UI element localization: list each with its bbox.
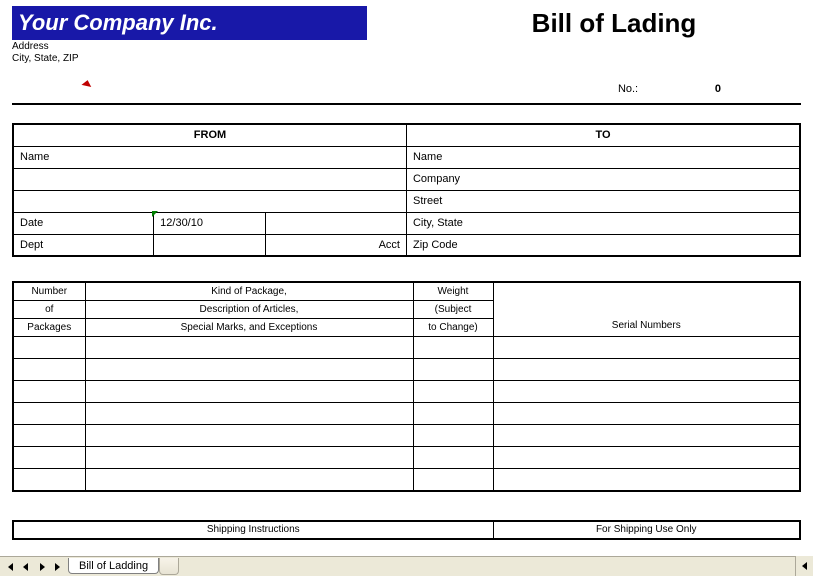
table-cell[interactable] (13, 337, 85, 359)
items-table: Number Kind of Package, Weight Serial Nu… (12, 281, 801, 492)
to-name-label: Name (406, 146, 800, 168)
table-cell[interactable] (493, 469, 800, 491)
table-cell[interactable] (493, 337, 800, 359)
sheet-tab-bar: Bill of Ladding (0, 556, 813, 576)
table-cell[interactable] (85, 469, 413, 491)
to-zip-label: Zip Code (406, 234, 800, 256)
table-row[interactable] (13, 381, 800, 403)
col-wt-l3: to Change) (413, 319, 493, 337)
sheet-tab-active[interactable]: Bill of Ladding (68, 558, 159, 574)
col-num-l1: Number (13, 282, 85, 301)
table-row[interactable] (13, 469, 800, 491)
table-cell[interactable] (13, 359, 85, 381)
table-cell[interactable] (493, 447, 800, 469)
from-blank-2[interactable] (13, 190, 406, 212)
from-dept-value[interactable] (154, 234, 266, 256)
table-cell[interactable] (13, 447, 85, 469)
table-cell[interactable] (13, 381, 85, 403)
table-row[interactable] (13, 359, 800, 381)
col-num-l2: of (13, 301, 85, 319)
col-kind-l1: Kind of Package, (85, 282, 413, 301)
nav-next-icon[interactable] (34, 559, 50, 575)
nav-last-icon[interactable] (50, 559, 66, 575)
table-cell[interactable] (493, 425, 800, 447)
table-cell[interactable] (493, 403, 800, 425)
to-street-label: Street (406, 190, 800, 212)
table-cell[interactable] (413, 469, 493, 491)
table-row[interactable] (13, 337, 800, 359)
table-cell[interactable] (13, 425, 85, 447)
from-date-blank[interactable] (266, 212, 407, 234)
table-cell[interactable] (493, 359, 800, 381)
table-cell[interactable] (85, 425, 413, 447)
table-cell[interactable] (85, 381, 413, 403)
col-num-l3: Packages (13, 319, 85, 337)
from-date-label: Date (13, 212, 154, 234)
table-cell[interactable] (413, 381, 493, 403)
table-cell[interactable] (413, 403, 493, 425)
table-cell[interactable] (413, 337, 493, 359)
shipping-use-only-header: For Shipping Use Only (493, 521, 800, 539)
to-header: TO (406, 124, 800, 146)
from-to-table: FROM TO Name Name Company Street Date 12… (12, 123, 801, 257)
table-row[interactable] (13, 425, 800, 447)
col-wt-l2: (Subject (413, 301, 493, 319)
table-cell[interactable] (85, 447, 413, 469)
to-citystate-label: City, State (406, 212, 800, 234)
table-cell[interactable] (413, 359, 493, 381)
from-name-label: Name (13, 146, 406, 168)
table-cell[interactable] (13, 403, 85, 425)
from-header: FROM (13, 124, 406, 146)
col-serial: Serial Numbers (493, 282, 800, 337)
address-line-1: Address (12, 41, 801, 53)
shipping-instructions-header: Shipping Instructions (13, 521, 493, 539)
table-cell[interactable] (13, 469, 85, 491)
from-blank-1[interactable] (13, 168, 406, 190)
no-value: 0 (661, 83, 721, 95)
sheet-tab-new[interactable] (159, 558, 179, 575)
table-cell[interactable] (85, 337, 413, 359)
no-label: No.: (618, 83, 658, 95)
col-kind-l3: Special Marks, and Exceptions (85, 319, 413, 337)
nav-prev-icon[interactable] (18, 559, 34, 575)
table-cell[interactable] (85, 403, 413, 425)
table-cell[interactable] (493, 381, 800, 403)
col-kind-l2: Description of Articles, (85, 301, 413, 319)
document-title: Bill of Lading (367, 6, 801, 39)
table-cell[interactable] (413, 425, 493, 447)
table-cell[interactable] (413, 447, 493, 469)
from-dept-label: Dept (13, 234, 154, 256)
divider (12, 103, 801, 105)
company-name: Your Company Inc. (12, 6, 367, 40)
col-wt-l1: Weight (413, 282, 493, 301)
to-company-label: Company (406, 168, 800, 190)
table-row[interactable] (13, 447, 800, 469)
shipping-table: Shipping Instructions For Shipping Use O… (12, 520, 801, 540)
scroll-left-icon[interactable] (795, 556, 813, 576)
address-line-2: City, State, ZIP (12, 53, 801, 65)
nav-first-icon[interactable] (2, 559, 18, 575)
from-acct-label: Acct (266, 234, 407, 256)
table-row[interactable] (13, 403, 800, 425)
from-date-value[interactable]: 12/30/10 (154, 212, 266, 234)
table-cell[interactable] (85, 359, 413, 381)
